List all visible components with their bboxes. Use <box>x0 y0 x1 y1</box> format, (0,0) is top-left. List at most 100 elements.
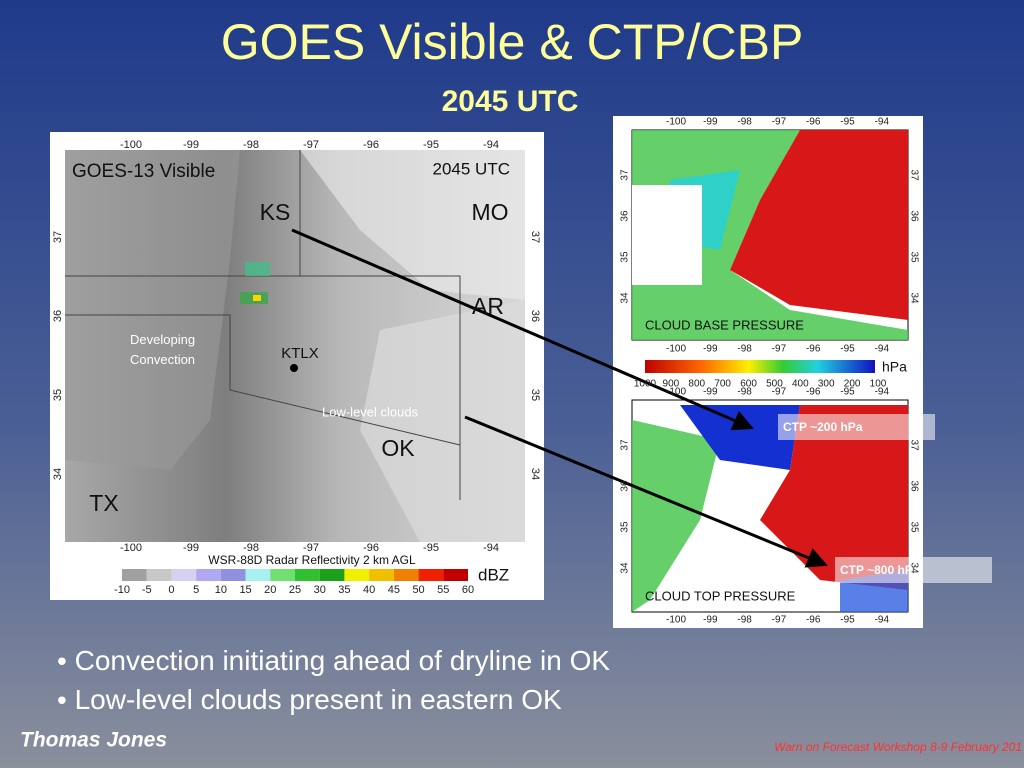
lat-tick: 35 <box>620 251 631 263</box>
bullet-text: Convection initiating ahead of dryline i… <box>75 645 611 676</box>
lat-tick: 37 <box>529 231 541 243</box>
lon-tick: -97 <box>772 344 787 355</box>
ctp-field <box>680 405 800 470</box>
state-label: TX <box>89 490 118 516</box>
lon-tick: -96 <box>363 139 379 151</box>
colorbar-segment <box>344 569 370 581</box>
lon-tick: -95 <box>840 615 855 626</box>
colorbar-tick: 600 <box>740 379 757 390</box>
lon-tick: -94 <box>875 615 890 626</box>
colorbar-tick: 700 <box>714 379 731 390</box>
colorbar-tick: 40 <box>363 584 375 596</box>
cloud-region <box>300 150 525 300</box>
colorbar-tick: 55 <box>437 584 449 596</box>
lon-tick: -100 <box>666 387 686 398</box>
lat-tick: 35 <box>52 389 64 401</box>
colorbar-tick: -10 <box>114 584 130 596</box>
colorbar-segment <box>220 569 246 581</box>
cloud-region <box>360 300 525 542</box>
colorbar-tick: 50 <box>412 584 424 596</box>
radar-echo <box>253 295 261 301</box>
annotation-box <box>778 414 935 440</box>
lon-tick: -96 <box>806 344 821 355</box>
author: Thomas Jones <box>20 729 167 752</box>
colorbar-segment <box>270 569 295 581</box>
lon-tick: -99 <box>703 344 718 355</box>
panel-label: CLOUD BASE PRESSURE <box>645 317 804 332</box>
colorbar-unit: hPa <box>882 359 907 375</box>
lat-tick: 34 <box>908 292 919 304</box>
ctp-field <box>760 405 908 590</box>
colorbar-tick: 10 <box>215 584 227 596</box>
pressure-images <box>613 116 923 628</box>
lon-tick: -99 <box>703 615 718 626</box>
colorbar-segment <box>146 569 172 581</box>
lon-tick: -99 <box>703 387 718 398</box>
annotation: Developing Convection <box>130 332 196 367</box>
lon-tick: -100 <box>666 615 686 626</box>
colorbar-segment <box>122 569 147 581</box>
lon-tick: -100 <box>666 344 686 355</box>
annotation: CTP ~200 hPa <box>783 420 863 434</box>
cbp-clear <box>632 185 702 285</box>
colorbar-segment <box>418 569 444 581</box>
state-label: OK <box>381 435 415 461</box>
annotation-wrap: Developing Convection <box>130 332 196 367</box>
image-label: GOES-13 Visible <box>72 161 215 182</box>
lat-tick: 37 <box>52 231 64 243</box>
colorbar-tick: 900 <box>663 379 680 390</box>
lon-tick: -98 <box>243 139 259 151</box>
lon-tick: -97 <box>772 615 787 626</box>
radar-site-dot <box>290 364 298 372</box>
lon-tick: -94 <box>483 139 499 151</box>
borders <box>65 150 461 500</box>
colorbar-unit: dBZ <box>478 565 509 584</box>
annotation-box <box>835 557 992 583</box>
colorbar-tick: 0 <box>168 584 174 596</box>
radar-site-label: KTLX <box>281 345 319 362</box>
state-label: MO <box>471 199 508 225</box>
lon-tick: -96 <box>806 387 821 398</box>
lon-tick: -94 <box>875 387 890 398</box>
colorbar-tick: 800 <box>688 379 705 390</box>
colorbar-tick: 400 <box>792 379 809 390</box>
colorbar-segment <box>393 569 419 581</box>
subtitle: 2045 UTC <box>442 85 579 118</box>
ctp-field <box>632 420 720 612</box>
colorbar-tick: 20 <box>264 584 276 596</box>
colorbar-tick: 1000 <box>634 379 657 390</box>
lat-tick: 36 <box>908 210 919 222</box>
colorbar-tick: 300 <box>818 379 835 390</box>
title: GOES Visible & CTP/CBP <box>221 14 804 70</box>
colorbar-tick: -5 <box>142 584 152 596</box>
lat-tick: 37 <box>620 439 631 451</box>
lon-tick: -98 <box>737 387 752 398</box>
hpa-colorbar <box>645 360 875 373</box>
lon-tick: -94 <box>875 117 890 128</box>
arrow <box>291 228 754 431</box>
lon-tick: -99 <box>183 139 199 151</box>
colorbar-tick: 200 <box>844 379 861 390</box>
lat-tick: 37 <box>908 439 919 451</box>
lon-tick: -99 <box>183 542 199 554</box>
colorbar-segment <box>171 569 197 581</box>
lat-tick: 35 <box>908 251 919 263</box>
lon-tick: -98 <box>243 542 259 554</box>
colorbar-tick: 60 <box>462 584 474 596</box>
lon-tick: -94 <box>875 344 890 355</box>
lon-tick: -95 <box>840 344 855 355</box>
lon-tick: -97 <box>772 387 787 398</box>
bullet: • Convection initiating ahead of dryline… <box>57 645 610 676</box>
colorbar-segment <box>319 569 345 581</box>
colorbar-tick: 45 <box>388 584 400 596</box>
colorbar-tick: 100 <box>870 379 887 390</box>
lon-tick: -98 <box>737 344 752 355</box>
lon-tick: -94 <box>483 542 499 554</box>
lat-tick: 36 <box>620 480 631 492</box>
lat-tick: 37 <box>620 169 631 181</box>
bullet-text: Low-level clouds present in eastern OK <box>75 684 562 715</box>
lon-tick: -97 <box>303 139 319 151</box>
annotation: CTP ~800 hPa <box>840 563 920 577</box>
lat-tick: 34 <box>52 468 64 480</box>
